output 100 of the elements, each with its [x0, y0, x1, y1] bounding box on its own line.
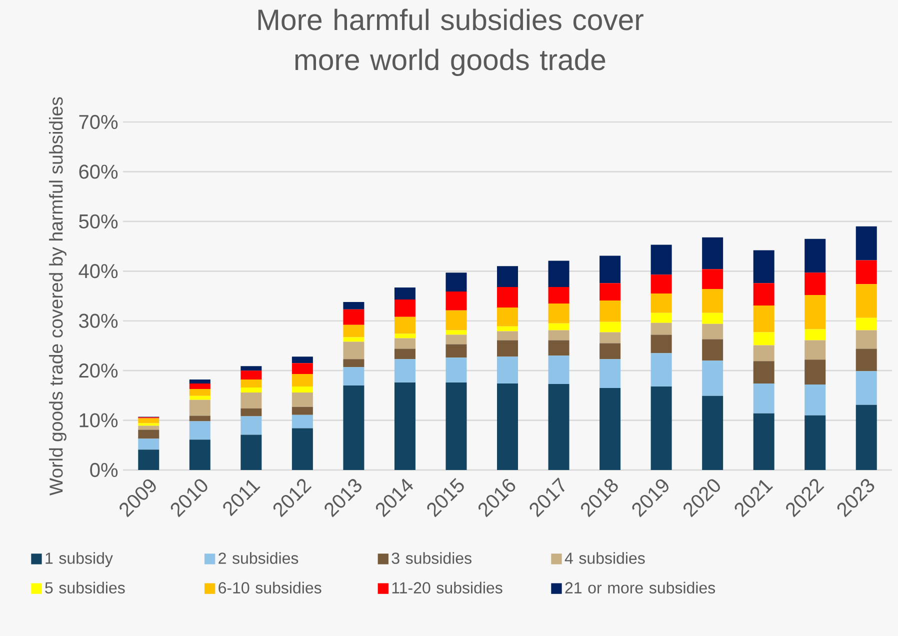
bar: [548, 340, 570, 356]
bar: [856, 226, 877, 260]
bar: [138, 423, 160, 426]
bar: [240, 408, 262, 416]
bar: [394, 299, 416, 317]
bar: [240, 416, 262, 435]
bar: [702, 289, 724, 313]
bar: [702, 339, 724, 361]
bar: [804, 415, 826, 470]
bar: [292, 414, 313, 428]
bar: [804, 272, 826, 296]
bar: [394, 288, 416, 300]
bar: [446, 272, 467, 292]
y-tick-label: 0%: [90, 462, 118, 478]
bar: [189, 396, 210, 400]
bar: [446, 344, 467, 358]
y-tick-label: 20%: [79, 363, 118, 378]
bar: [446, 358, 467, 383]
y-tick-label: 40%: [78, 264, 118, 278]
y-tick-label: 70%: [79, 114, 118, 130]
bar: [240, 387, 262, 392]
bar: [189, 440, 210, 470]
bar: [446, 330, 467, 335]
bar: [189, 380, 210, 384]
bar: [753, 361, 774, 384]
bar: [753, 332, 774, 346]
bar: [240, 380, 262, 388]
bar: [753, 345, 774, 362]
bar: [702, 269, 724, 290]
bar: [702, 360, 724, 396]
bar: [292, 374, 313, 386]
bar: [446, 292, 467, 310]
bar: [394, 359, 416, 383]
bar: [548, 330, 570, 340]
bar: [753, 384, 774, 414]
bar: [497, 266, 518, 288]
bar: [240, 366, 262, 371]
bar: [292, 356, 313, 364]
bar: [856, 260, 877, 284]
bar: [240, 434, 262, 470]
bar: [804, 360, 826, 384]
bar: [497, 307, 518, 326]
legend-label: 1 subsidy: [46, 552, 113, 568]
bar: [753, 283, 774, 306]
bar: [189, 388, 210, 396]
bar: [446, 382, 467, 470]
bar: [650, 353, 672, 386]
bar: [292, 406, 313, 415]
bar: [189, 421, 210, 440]
bar: [650, 386, 672, 470]
chart-title: More harmful subsidies cover more world goods trade: [258, 8, 644, 76]
bar: [240, 370, 262, 380]
bar: [497, 340, 518, 357]
bar: [548, 323, 570, 330]
bar: [600, 256, 621, 284]
bar: [702, 324, 724, 340]
bar: [394, 316, 416, 334]
legend-label: 11-20 subsidies: [392, 582, 502, 594]
bar: [446, 334, 467, 344]
bar: [343, 342, 364, 360]
bar: [292, 428, 313, 470]
bar: [856, 284, 877, 318]
bar: [548, 356, 570, 384]
bar: [600, 343, 621, 360]
y-tick-label: 10%: [80, 413, 118, 428]
bar: [650, 334, 672, 354]
legend-label: 2 subsidies: [218, 552, 298, 564]
bar: [804, 238, 826, 273]
bar: [292, 392, 313, 407]
bar: [600, 359, 621, 388]
bar: [394, 348, 416, 360]
bar: [343, 324, 364, 338]
bar: [189, 384, 210, 389]
bar: [650, 294, 672, 313]
y-axis-title: World goods trade covered by harmful subsidies: [49, 97, 66, 496]
bar: [600, 322, 621, 332]
bar: [856, 348, 877, 372]
legend-label: 3 subsidies: [392, 552, 472, 564]
bar: [497, 287, 518, 308]
bar: [600, 332, 621, 344]
bar: [702, 312, 724, 324]
bar: [856, 371, 877, 405]
bar: [702, 396, 724, 470]
legend-label: 21 or more subsidies: [565, 582, 716, 594]
bar: [343, 367, 364, 386]
bar: [600, 283, 621, 300]
legend-label: 6-10 subsidies: [218, 582, 322, 594]
bar: [394, 334, 416, 338]
bar: [138, 438, 160, 450]
bar: [138, 430, 160, 439]
bar: [138, 418, 160, 424]
bar: [446, 310, 467, 330]
bar: [650, 274, 672, 294]
bar: [804, 329, 826, 340]
bar: [753, 305, 774, 332]
bar: [497, 356, 518, 384]
bar: [650, 244, 672, 275]
bar: [600, 388, 621, 470]
bar: [240, 392, 262, 408]
bar: [394, 338, 416, 349]
